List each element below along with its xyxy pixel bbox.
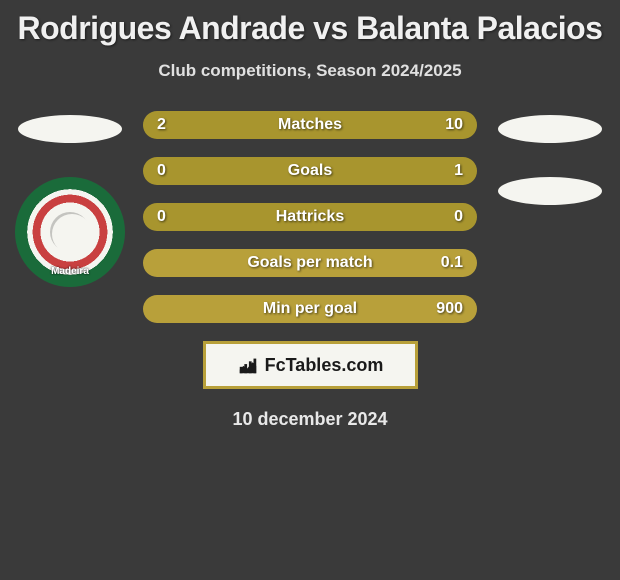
- club-badge-label: Madeira: [51, 266, 89, 277]
- right-player-col: [495, 111, 605, 205]
- left-player-col: Madeira: [15, 111, 125, 287]
- fctables-label: FcTables.com: [265, 355, 384, 376]
- content-row: Madeira 2Matches100Goals10Hattricks0Goal…: [0, 111, 620, 323]
- stat-right-value: 1: [423, 162, 463, 180]
- stats-col: 2Matches100Goals10Hattricks0Goals per ma…: [125, 111, 495, 323]
- stat-label: Hattricks: [197, 208, 423, 226]
- player-marker: [498, 177, 602, 205]
- stat-label: Goals per match: [197, 254, 423, 272]
- stat-label: Min per goal: [197, 300, 423, 318]
- player-marker: [18, 115, 122, 143]
- club-badge: Madeira: [15, 177, 125, 287]
- stat-label: Goals: [197, 162, 423, 180]
- subtitle: Club competitions, Season 2024/2025: [0, 61, 620, 81]
- stat-left-value: 0: [157, 162, 197, 180]
- stat-bar: Goals per match0.1: [143, 249, 477, 277]
- date-line: 10 december 2024: [0, 409, 620, 430]
- player-marker: [498, 115, 602, 143]
- stat-right-value: 0: [423, 208, 463, 226]
- stat-left-value: 2: [157, 116, 197, 134]
- stat-bar: 2Matches10: [143, 111, 477, 139]
- stat-right-value: 10: [423, 116, 463, 134]
- stat-left-value: 0: [157, 208, 197, 226]
- fctables-watermark: FcTables.com: [203, 341, 418, 389]
- stat-right-value: 900: [423, 300, 463, 318]
- page-title: Rodrigues Andrade vs Balanta Palacios: [0, 10, 620, 47]
- stat-bar: 0Hattricks0: [143, 203, 477, 231]
- stat-label: Matches: [197, 116, 423, 134]
- stat-bar: Min per goal900: [143, 295, 477, 323]
- stat-right-value: 0.1: [423, 254, 463, 272]
- stat-bar: 0Goals1: [143, 157, 477, 185]
- comparison-card: Rodrigues Andrade vs Balanta Palacios Cl…: [0, 0, 620, 430]
- chart-icon: [237, 354, 259, 376]
